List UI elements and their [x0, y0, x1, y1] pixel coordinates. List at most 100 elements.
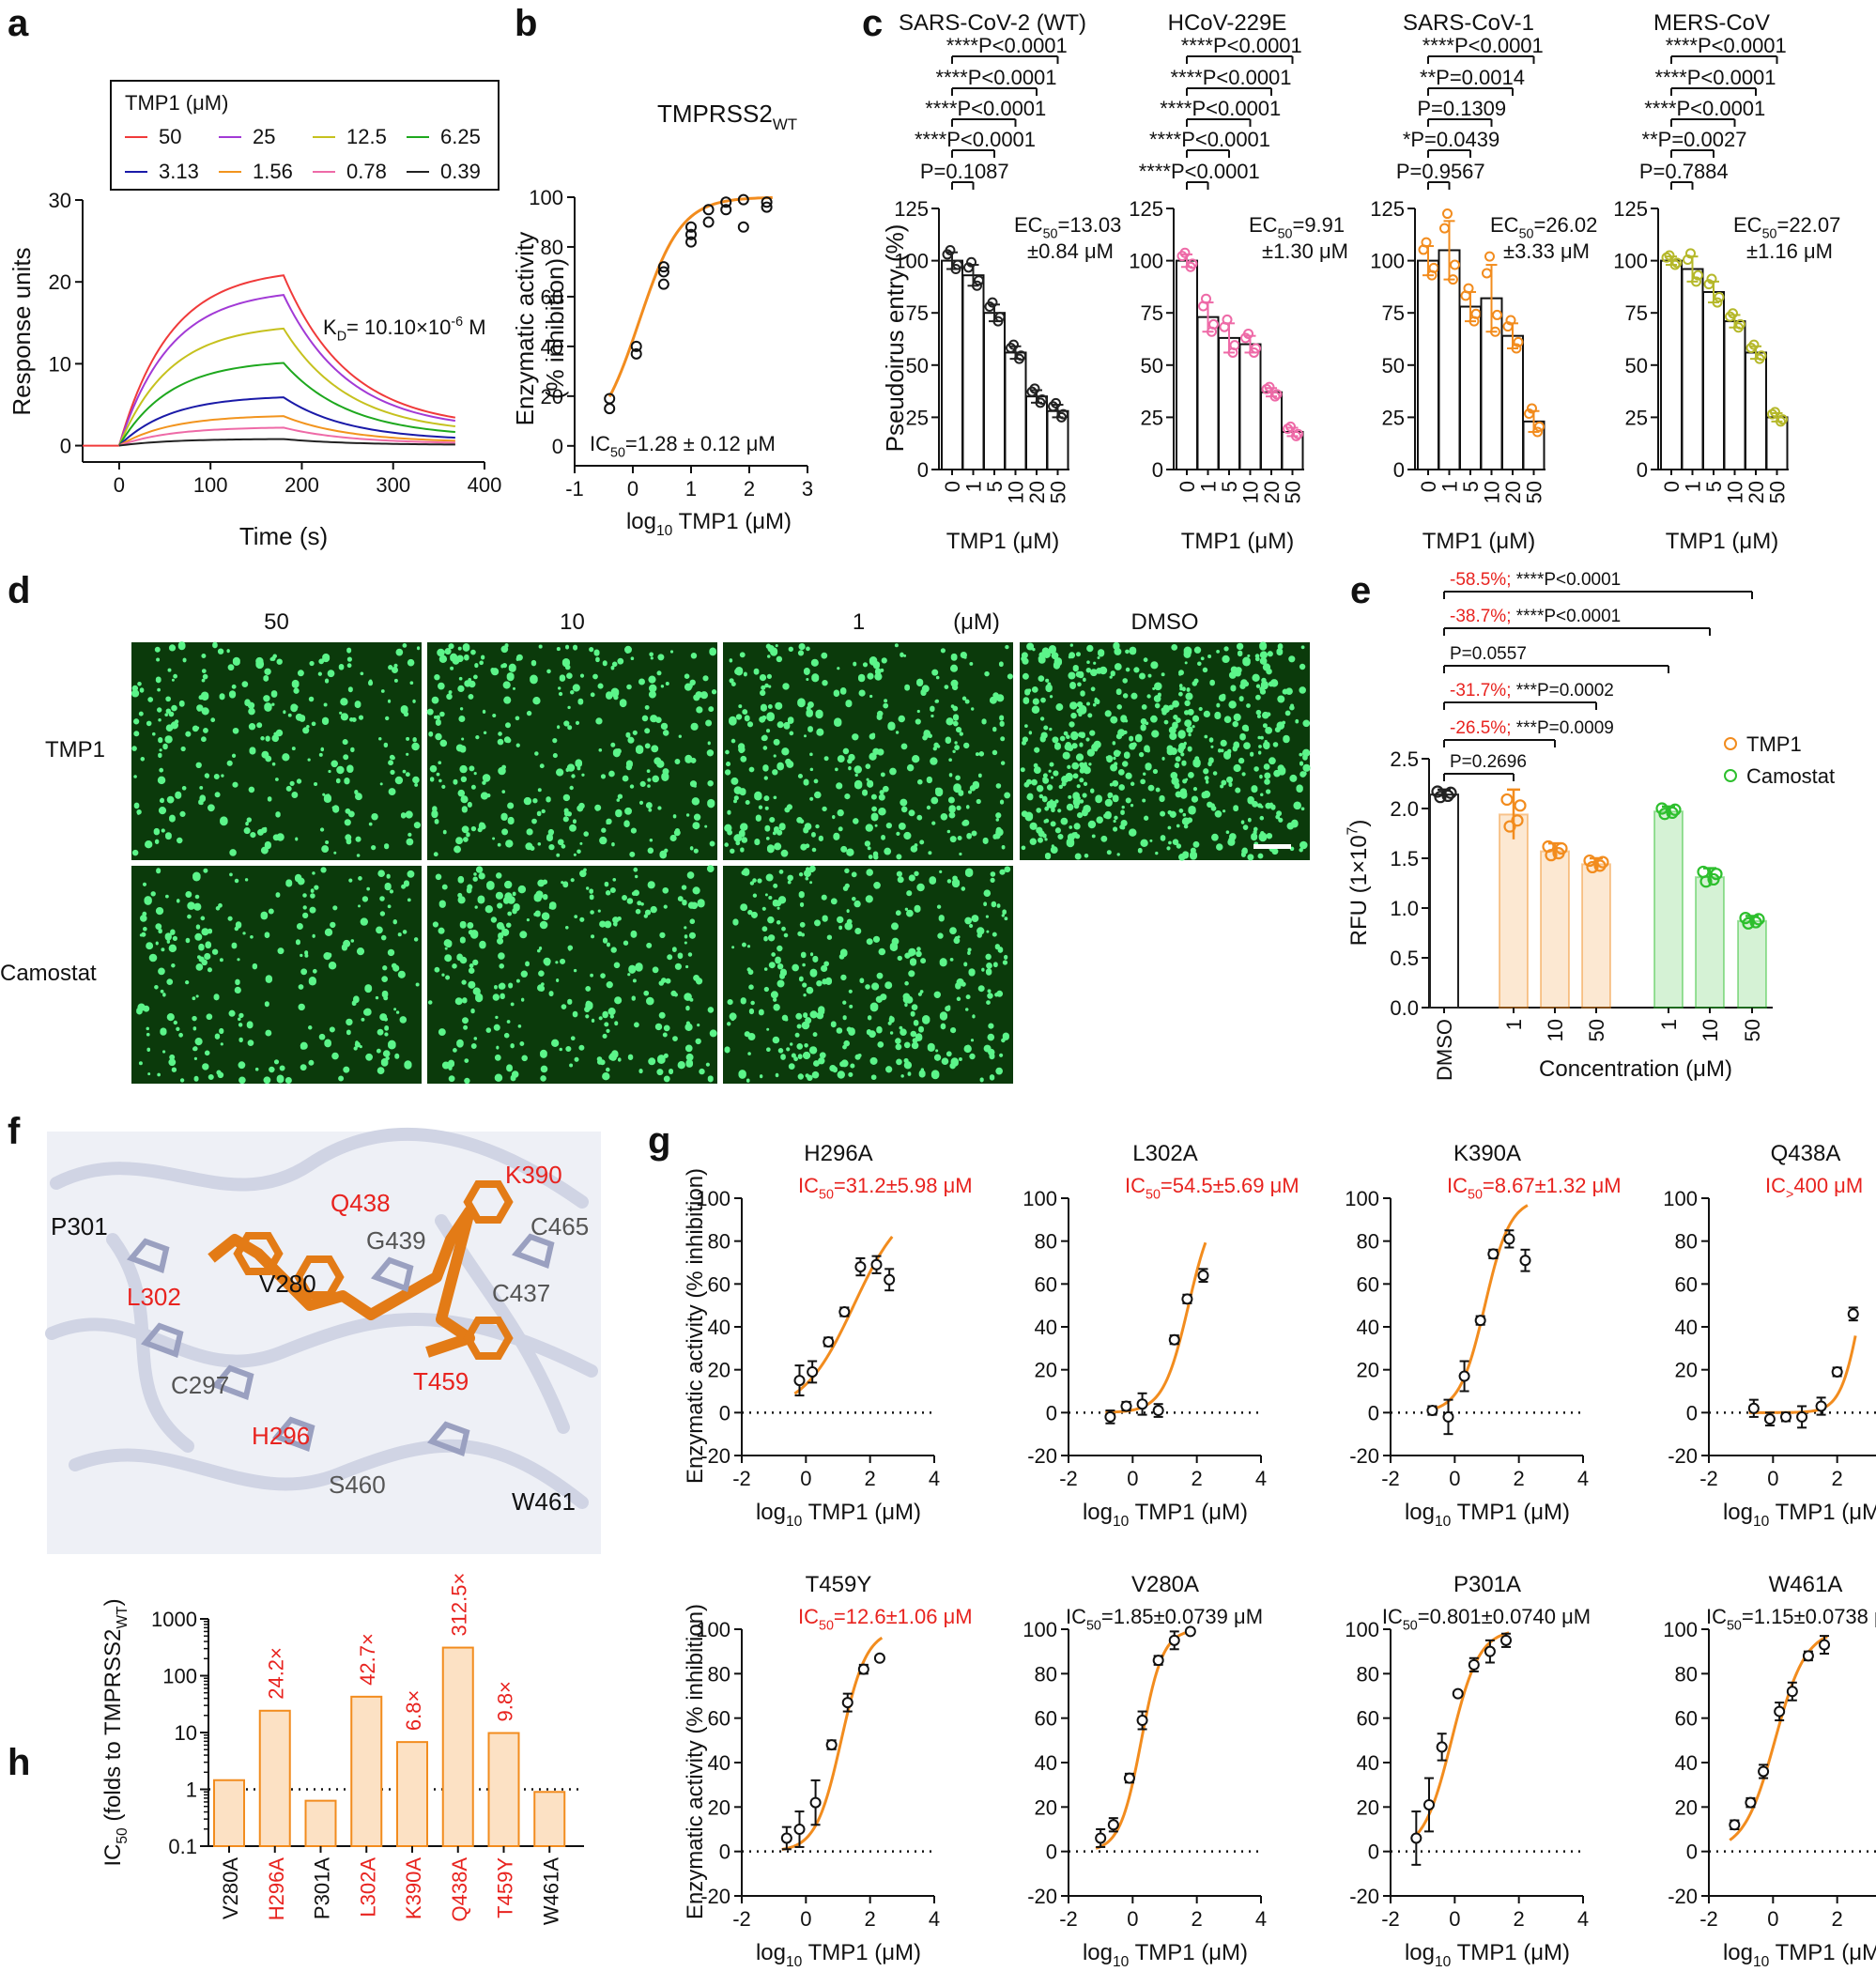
- legend-box: [110, 80, 500, 191]
- y-tick-label: -20: [1349, 1885, 1379, 1908]
- x-tick-label: 2: [744, 477, 755, 501]
- data-point: [1534, 421, 1545, 432]
- y-tick-label: 20: [708, 1795, 730, 1819]
- data-point: [780, 1832, 792, 1844]
- bar-value-label: 42.7×: [356, 1633, 379, 1686]
- fit-curve: [1095, 1629, 1194, 1850]
- x-tick-label: 1: [1197, 481, 1221, 492]
- significance-label: P=0.1087: [920, 160, 1009, 183]
- column-label: 50: [264, 609, 289, 635]
- x-tick-label: 0: [1417, 481, 1440, 492]
- data-point: [1201, 293, 1211, 304]
- subplot-title: V280A: [1131, 1572, 1199, 1597]
- data-point: [685, 236, 697, 248]
- significance-label: **P=0.0027: [1642, 128, 1747, 151]
- ic50-annotation: IC50=1.15±0.0738 μM: [1706, 1605, 1876, 1634]
- bar: [1218, 336, 1240, 470]
- x-tick-label: -2: [1699, 1907, 1718, 1931]
- y-tick-label: 100: [696, 1187, 730, 1210]
- data-point: [702, 216, 715, 228]
- legend-item-25: 25: [253, 125, 275, 148]
- significance-label: *P=0.0439: [1403, 128, 1499, 151]
- y-axis-title: Response units: [8, 247, 36, 415]
- y-tick-label: 60: [1675, 1707, 1698, 1731]
- data-point: [1152, 1405, 1164, 1417]
- data-point: [1029, 383, 1040, 394]
- data-point: [1586, 860, 1599, 874]
- residue-label: L302: [127, 1283, 181, 1311]
- x-tick-label: L302A: [356, 1857, 379, 1918]
- y-tick-label: 20: [708, 1359, 730, 1382]
- bar: [258, 1709, 291, 1847]
- data-point: [1152, 1655, 1164, 1667]
- data-point: [1505, 315, 1516, 326]
- y-tick-label: 0: [1368, 1841, 1379, 1864]
- fit-curve: [607, 195, 773, 398]
- residue-label: C465: [531, 1212, 589, 1240]
- bar: [1501, 334, 1524, 470]
- data-point: [1197, 1270, 1209, 1282]
- bar: [441, 1646, 474, 1847]
- data-point: [963, 262, 974, 273]
- bar: [1176, 259, 1198, 470]
- y-tick-label: 100: [696, 1618, 730, 1641]
- data-point: [685, 221, 697, 233]
- data-point: [974, 275, 984, 286]
- data-point: [1511, 814, 1524, 827]
- data-point: [1669, 259, 1681, 270]
- legend-item-6.25: 6.25: [440, 125, 481, 148]
- y-tick-label: 100: [1663, 1187, 1698, 1210]
- panel-letter-b: b: [515, 3, 537, 44]
- x-tick-label: 0: [627, 477, 638, 501]
- chart-title: TMPRSS2WT: [657, 100, 797, 133]
- residue-label: Q438: [331, 1189, 391, 1217]
- data-point: [720, 204, 732, 216]
- bar: [1004, 351, 1027, 470]
- data-point: [1749, 916, 1762, 929]
- y-tick-label: 1.5: [1390, 847, 1419, 870]
- micrograph: [131, 866, 422, 1085]
- x-tick-label: 4: [929, 1467, 940, 1490]
- data-point: [1107, 1819, 1119, 1831]
- y-tick-label: 20: [1357, 1359, 1379, 1382]
- data-point: [841, 1697, 853, 1709]
- legend-item: TMP1: [1746, 732, 1802, 756]
- data-point: [1671, 257, 1683, 269]
- x-tick-label: -2: [1381, 1467, 1400, 1490]
- data-point: [1442, 208, 1453, 220]
- x-axis-title: log10 TMP1 (μM): [1723, 1500, 1876, 1530]
- x-tick-label: 10: [1724, 481, 1747, 503]
- panel-d: 50 10 1 DMSO (μM) TMP1 Camostat: [0, 609, 1311, 1085]
- fit-curve: [1105, 1241, 1207, 1414]
- micrograph: [426, 642, 717, 860]
- x-tick-label: -2: [1059, 1467, 1078, 1490]
- micrograph-background: [131, 642, 422, 860]
- data-point: [1699, 875, 1713, 888]
- y-tick-label: 100: [1370, 250, 1405, 273]
- significance-label: -38.7%; ****P<0.0001: [1450, 607, 1621, 626]
- significance-label: P=0.9567: [1396, 160, 1485, 183]
- residue-label: V280: [259, 1270, 316, 1298]
- bar: [1581, 863, 1611, 1009]
- bar: [1025, 395, 1048, 470]
- data-point: [857, 1663, 869, 1675]
- legend-swatch: [1724, 737, 1737, 750]
- y-tick-label: 75: [1625, 301, 1648, 325]
- ic50-annotation: IC>400 μM: [1765, 1174, 1863, 1203]
- y-tick-label: 0: [552, 435, 563, 458]
- data-point: [1051, 397, 1061, 408]
- y-tick-label: 0: [1393, 458, 1405, 482]
- x-tick-label: 0: [941, 481, 964, 492]
- panel-c: Pseudoirus entry (%)02550751001250151020…: [881, 10, 1840, 554]
- x-tick-label: -2: [1699, 1467, 1718, 1490]
- x-tick-label: 10: [1699, 1019, 1722, 1041]
- cell-dots: [427, 865, 717, 1085]
- data-point: [1658, 808, 1671, 821]
- subplot-title: K390A: [1453, 1141, 1521, 1166]
- x-tick-label: 2: [1832, 1467, 1843, 1490]
- data-point: [1452, 1687, 1464, 1700]
- y-axis-title: RFU (1×107): [1345, 820, 1372, 947]
